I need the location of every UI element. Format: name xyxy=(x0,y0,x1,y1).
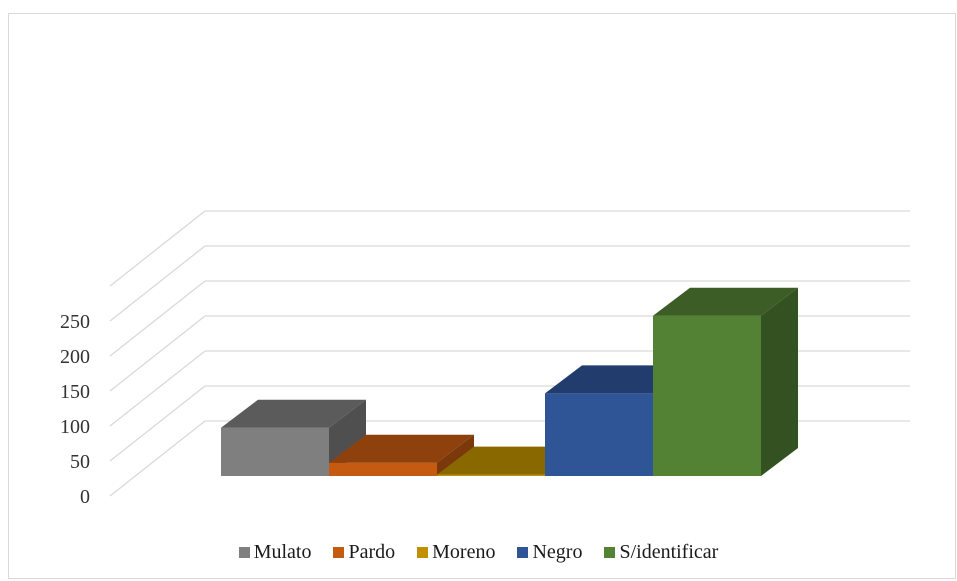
legend-label-moreno: Moreno xyxy=(432,540,496,563)
legend-item-s-identificar: S/identificar xyxy=(604,541,718,564)
bar-pardo xyxy=(329,434,474,476)
legend-label-mulato: Mulato xyxy=(253,540,312,563)
legend-label-s-identificar: S/identificar xyxy=(619,540,719,563)
legend-swatch-s-identificar xyxy=(604,546,616,558)
legend-item-pardo: Pardo xyxy=(333,541,395,564)
y-tick-label: 50 xyxy=(70,451,90,473)
y-tick-label: 150 xyxy=(60,381,90,403)
gridline xyxy=(109,245,910,322)
gridline xyxy=(109,210,910,287)
bars xyxy=(221,287,798,476)
legend-swatch-mulato xyxy=(238,546,250,558)
legend-label-negro: Negro xyxy=(532,540,583,563)
y-axis-tick-labels: 0 50 100 150 200 250 xyxy=(60,311,90,508)
legend-item-negro: Negro xyxy=(517,541,582,564)
legend-item-moreno: Moreno xyxy=(417,541,495,564)
legend-swatch-negro xyxy=(517,546,529,558)
legend-label-pardo: Pardo xyxy=(348,540,396,563)
gridline xyxy=(109,280,910,357)
legend-swatch-pardo xyxy=(333,546,345,558)
y-tick-label: 100 xyxy=(60,416,90,438)
y-tick-label: 200 xyxy=(60,346,90,368)
legend-item-mulato: Mulato xyxy=(238,540,312,564)
bar-mulato xyxy=(221,399,366,476)
bar-s-identificar xyxy=(653,287,798,476)
legend: Mulato Pardo Moreno Negro S/identificar xyxy=(0,538,957,566)
y-tick-label: 0 xyxy=(80,486,90,508)
legend-swatch-moreno xyxy=(417,546,429,558)
y-tick-label: 250 xyxy=(60,311,90,333)
